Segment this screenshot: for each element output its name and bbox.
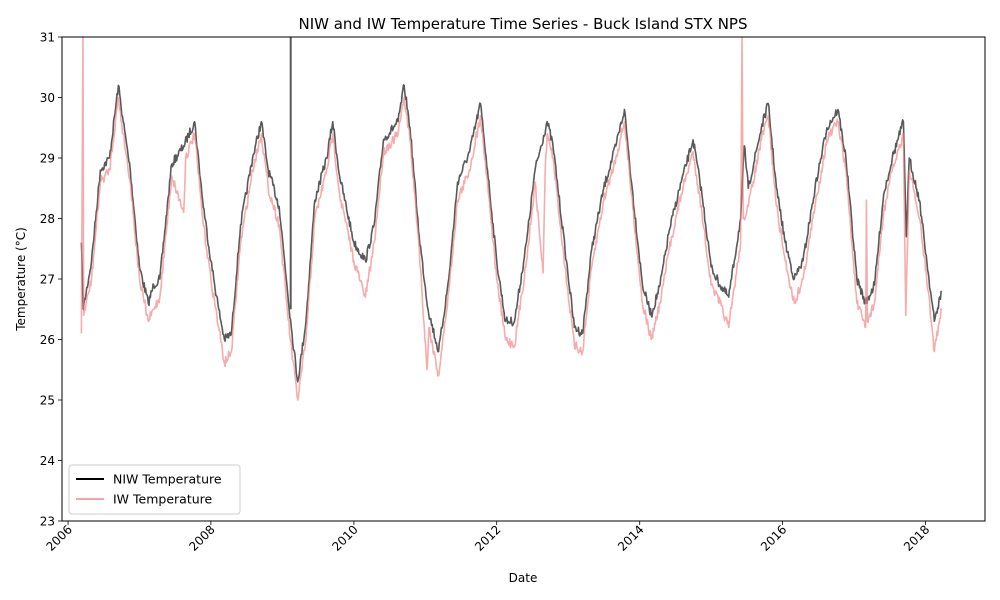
plot-area [62, 37, 985, 521]
series-layer [80, 36, 943, 401]
y-tick-label: 26 [40, 333, 55, 347]
x-tick-label: 2012 [472, 522, 503, 553]
x-tick-label: 2016 [758, 522, 789, 553]
legend-label-niw: NIW Temperature [113, 472, 222, 487]
y-tick-label: 28 [40, 212, 55, 226]
legend-label-iw: IW Temperature [113, 492, 213, 507]
y-tick-label: 23 [40, 515, 55, 529]
y-tick-label: 25 [40, 394, 55, 408]
y-tick-label: 29 [40, 152, 55, 166]
y-tick-label: 30 [40, 91, 55, 105]
legend-box [68, 464, 241, 515]
x-axis-label: Date [509, 571, 538, 585]
x-tick-label: 2014 [615, 522, 646, 553]
series-line-iw [80, 36, 943, 401]
series-line-niw [80, 84, 943, 383]
y-axis-label: Temperature (°C) [14, 227, 28, 332]
y-tick-label: 24 [40, 454, 55, 468]
x-tick-label: 2008 [186, 522, 217, 553]
legend: NIW Temperature IW Temperature [68, 464, 241, 515]
y-tick-label: 31 [40, 31, 55, 45]
plot-frame [61, 36, 986, 522]
chart-title: NIW and IW Temperature Time Series - Buc… [298, 15, 747, 33]
x-tick-label: 2010 [329, 522, 360, 553]
x-tick-label: 2018 [901, 522, 932, 553]
y-tick-label: 27 [40, 273, 55, 287]
